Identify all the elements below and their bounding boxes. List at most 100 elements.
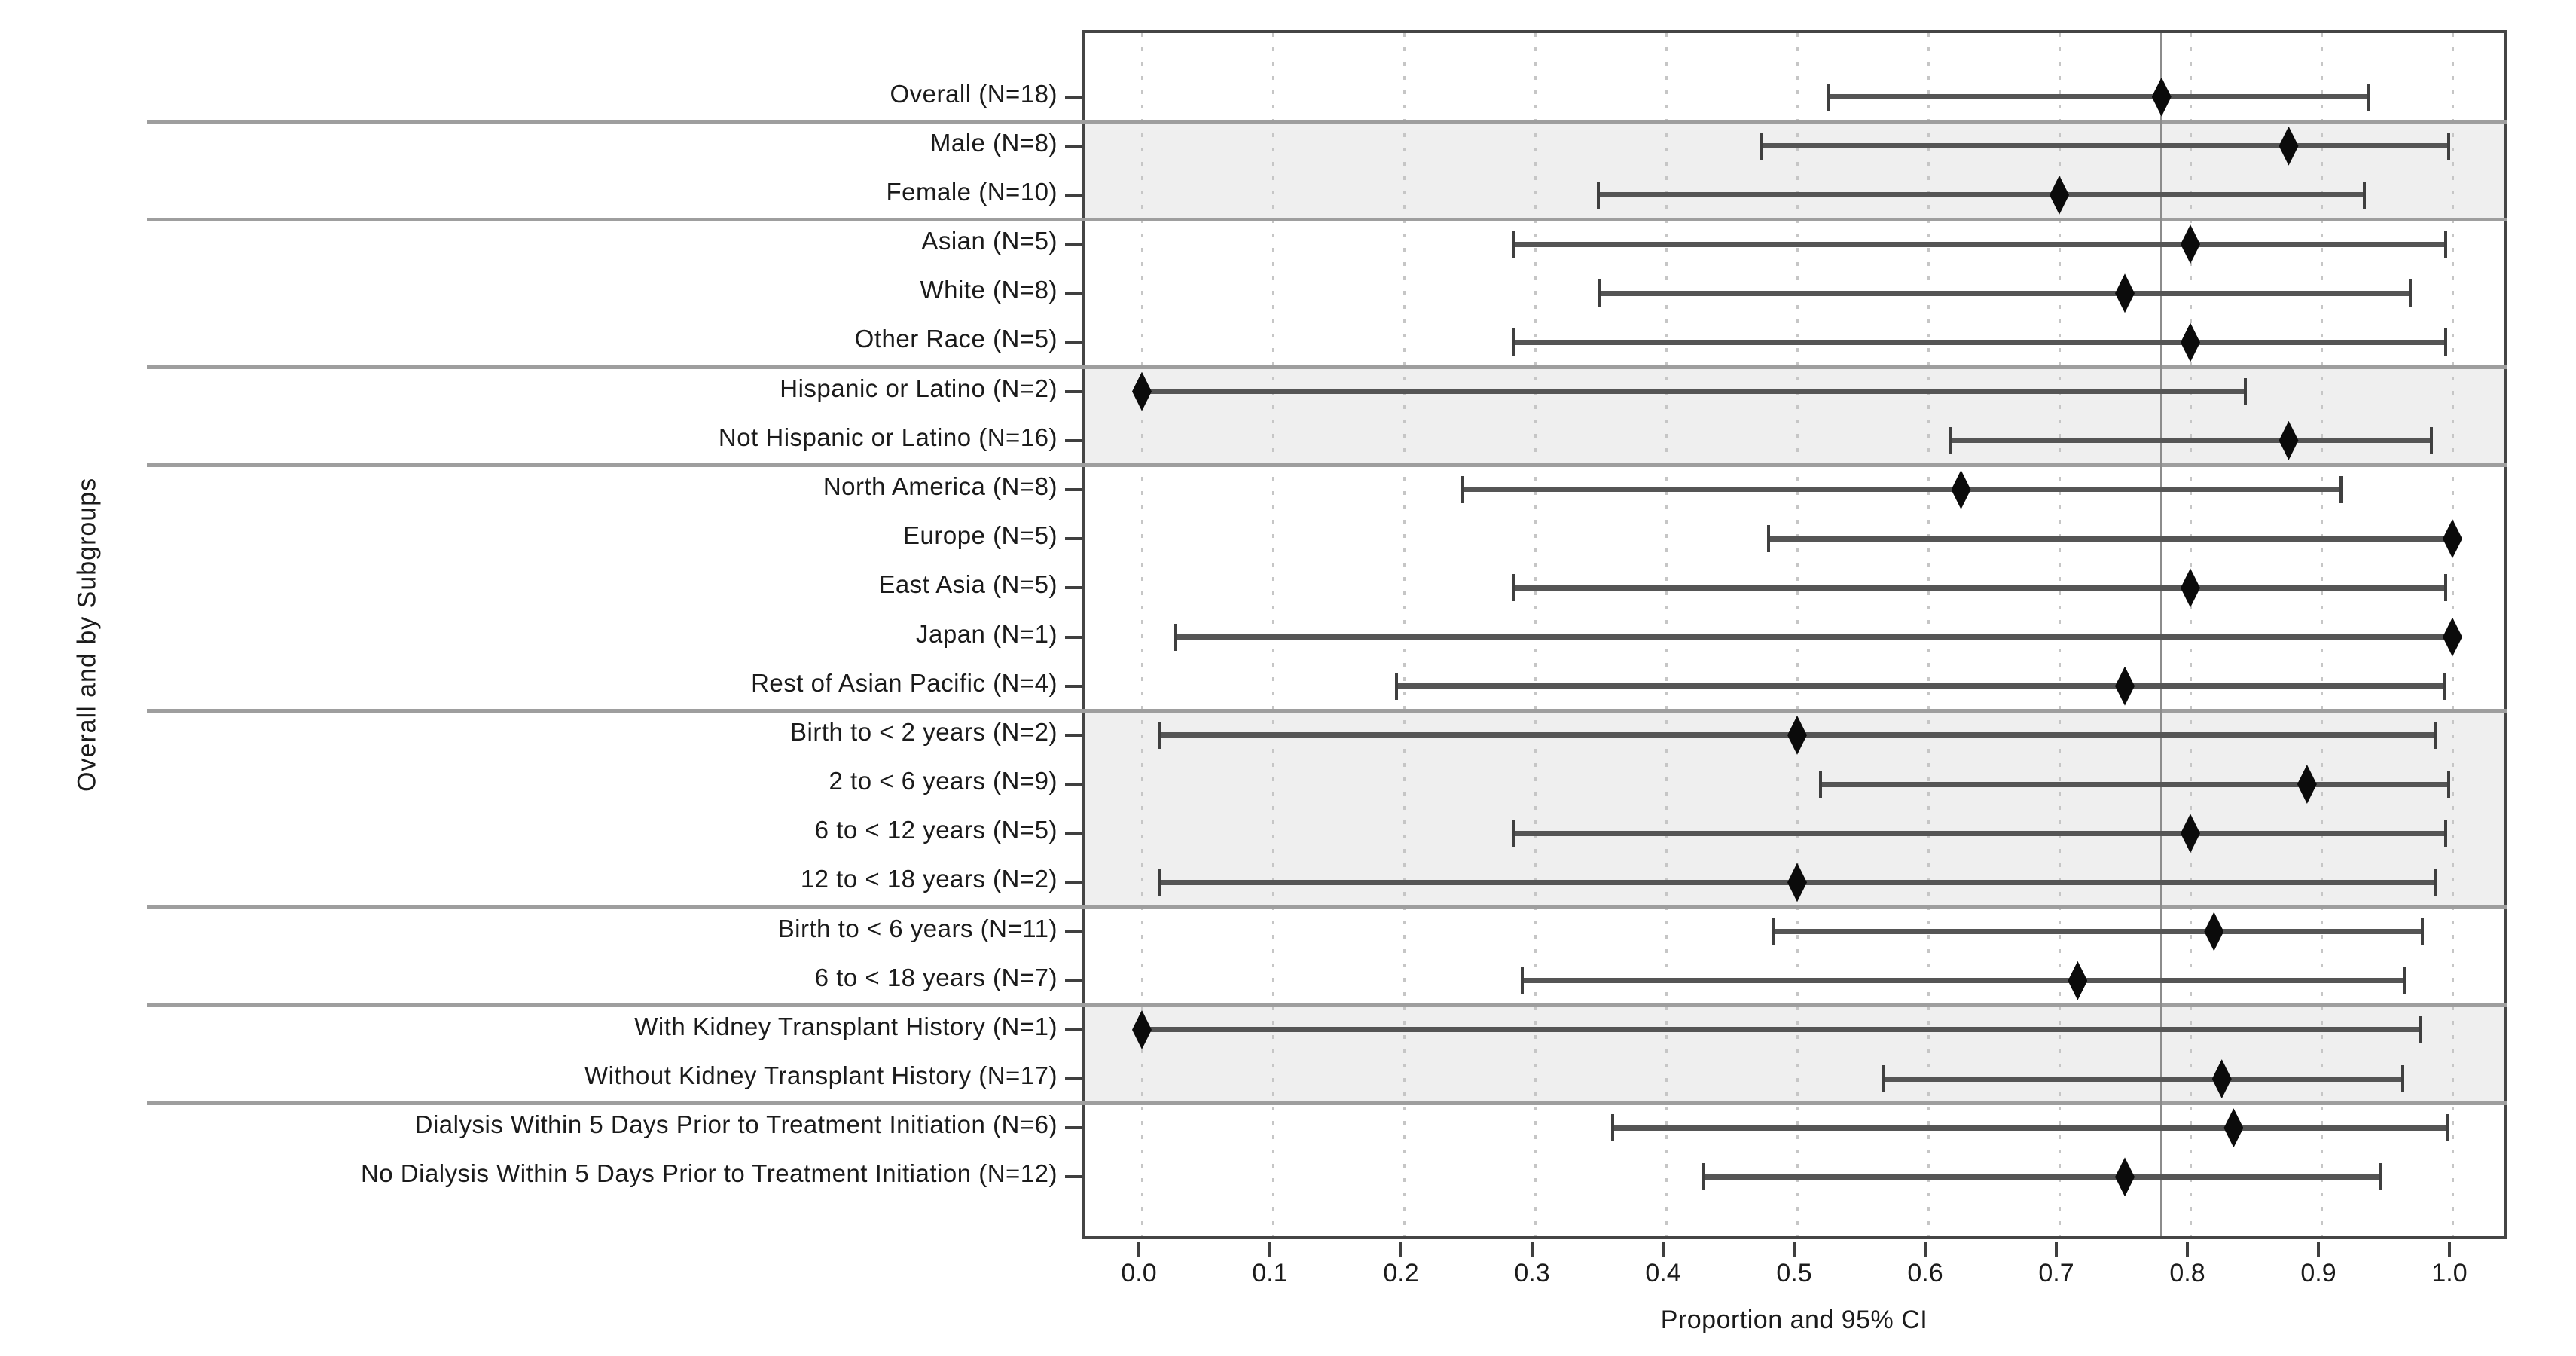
row-label: No Dialysis Within 5 Days Prior to Treat…: [360, 1159, 1058, 1188]
ci-line: [1950, 438, 2432, 444]
estimate-diamond: [1951, 469, 1971, 509]
ci-cap-upper: [2420, 918, 2424, 945]
row-label: White (N=8): [920, 276, 1058, 304]
ci-cap-lower: [1512, 820, 1516, 848]
ci-cap-lower: [1512, 328, 1516, 356]
y-tick: [1065, 243, 1082, 246]
ci-line: [1463, 487, 2342, 493]
ci-cap-lower: [1512, 231, 1516, 258]
x-tick: [2186, 1242, 2189, 1257]
y-tick: [1065, 684, 1082, 688]
separator-line: [147, 463, 2507, 467]
row-label: Without Kidney Transplant History (N=17): [584, 1061, 1058, 1090]
y-tick: [1065, 292, 1082, 295]
y-tick: [1065, 341, 1082, 344]
ci-cap-lower: [1596, 181, 1600, 209]
ci-cap-upper: [2379, 1163, 2382, 1191]
ci-line: [1514, 830, 2446, 836]
ci-cap-lower: [1819, 771, 1823, 799]
ci-cap-upper: [2363, 181, 2367, 209]
y-tick: [1065, 487, 1082, 491]
ci-line: [1773, 929, 2422, 935]
row-label: Rest of Asian Pacific (N=4): [751, 668, 1058, 697]
y-tick: [1065, 733, 1082, 737]
ci-cap-lower: [1512, 574, 1516, 602]
ci-cap-upper: [2444, 328, 2448, 356]
x-tick: [1793, 1242, 1796, 1257]
x-tick: [1137, 1242, 1140, 1257]
x-tick: [1268, 1242, 1271, 1257]
ci-line: [1702, 1174, 2381, 1180]
row-label: Dialysis Within 5 Days Prior to Treatmen…: [414, 1110, 1058, 1139]
estimate-diamond: [2181, 322, 2200, 362]
ci-cap-lower: [1157, 869, 1161, 896]
y-tick: [1065, 979, 1082, 982]
estimate-diamond: [2181, 568, 2200, 608]
y-tick: [1065, 193, 1082, 197]
ci-line: [1762, 143, 2449, 149]
row-label: Other Race (N=5): [854, 325, 1058, 353]
ci-line: [1521, 978, 2404, 984]
row-label: Male (N=8): [929, 128, 1058, 157]
row-label: North America (N=8): [823, 472, 1058, 500]
ci-line: [1142, 1027, 2420, 1033]
x-tick: [1531, 1242, 1534, 1257]
ci-line: [1599, 290, 2411, 296]
ci-cap-lower: [1598, 279, 1601, 307]
x-axis-title: Proportion and 95% CI: [1660, 1306, 1928, 1334]
ci-line: [1396, 683, 2445, 689]
ci-cap-lower: [1766, 525, 1770, 553]
x-tick-label: 1.0: [2431, 1259, 2468, 1287]
ci-cap-lower: [1949, 426, 1952, 454]
row-label: Overall (N=18): [890, 79, 1058, 108]
row-label: Birth to < 6 years (N=11): [777, 914, 1058, 942]
separator-line: [147, 708, 2507, 713]
y-tick: [1065, 1126, 1082, 1130]
estimate-diamond: [2115, 273, 2135, 313]
separator-line: [147, 218, 2507, 222]
separator-line: [147, 365, 2507, 369]
x-tick-label: 0.0: [1121, 1259, 1157, 1287]
estimate-diamond: [2443, 519, 2462, 559]
ci-cap-lower: [1701, 1163, 1705, 1191]
estimate-diamond: [2443, 617, 2462, 657]
ci-cap-upper: [2418, 1015, 2422, 1043]
estimate-diamond: [2115, 666, 2135, 706]
row-label: Hispanic or Latino (N=2): [780, 374, 1058, 402]
separator-line: [147, 1003, 2507, 1007]
y-tick: [1065, 783, 1082, 786]
estimate-diamond: [2068, 960, 2088, 1000]
x-tick: [1662, 1242, 1665, 1257]
ci-line: [1883, 1076, 2403, 1082]
x-tick: [1924, 1242, 1927, 1257]
x-tick: [2055, 1242, 2058, 1257]
row-label: Asian (N=5): [921, 227, 1058, 255]
ci-cap-upper: [2446, 132, 2450, 160]
y-tick: [1065, 144, 1082, 148]
ci-line: [1828, 94, 2369, 100]
ci-cap-upper: [2434, 869, 2437, 896]
ci-cap-lower: [1827, 83, 1830, 111]
ci-line: [1142, 389, 2246, 395]
ci-cap-lower: [1157, 721, 1161, 749]
x-tick: [2448, 1242, 2451, 1257]
ci-cap-upper: [2443, 672, 2446, 700]
ci-cap-lower: [1461, 475, 1465, 503]
x-tick: [2317, 1242, 2320, 1257]
ci-cap-lower: [1760, 132, 1764, 160]
gridline: [1140, 33, 1143, 1236]
ci-cap-upper: [2339, 475, 2343, 503]
y-tick: [1065, 881, 1082, 884]
ci-line: [1514, 339, 2446, 345]
ci-cap-upper: [2244, 377, 2248, 405]
ci-line: [1514, 585, 2446, 591]
y-tick: [1065, 586, 1082, 590]
separator-line: [147, 119, 2507, 124]
x-tick-label: 0.4: [1645, 1259, 1681, 1287]
ci-cap-lower: [1882, 1065, 1885, 1093]
y-tick: [1065, 537, 1082, 541]
separator-line: [147, 1101, 2507, 1106]
y-tick: [1065, 832, 1082, 835]
row-label: 12 to < 18 years (N=2): [800, 865, 1058, 893]
x-tick-label: 0.5: [1776, 1259, 1812, 1287]
